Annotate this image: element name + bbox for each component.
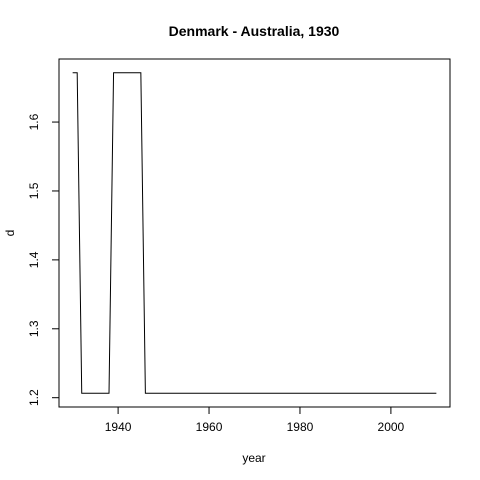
y-tick-label: 1.6	[27, 113, 41, 130]
series-layer	[72, 72, 437, 394]
chart-title: Denmark - Australia, 1930	[169, 23, 340, 39]
x-tick-label: 1980	[287, 420, 314, 434]
y-axis-label: d	[3, 230, 17, 237]
plot-frame	[58, 58, 451, 408]
y-tick-label: 1.2	[27, 389, 41, 406]
x-axis: 1940 1960 1980 2000	[105, 406, 405, 434]
y-axis: 1.2 1.3 1.4 1.5 1.6	[27, 113, 60, 406]
x-axis-label: year	[242, 451, 265, 465]
x-tick-label: 2000	[378, 420, 405, 434]
x-tick-label: 1960	[196, 420, 223, 434]
y-tick-label: 1.3	[27, 320, 41, 337]
series-line	[72, 72, 437, 394]
y-tick-label: 1.5	[27, 182, 41, 199]
y-tick-label: 1.4	[27, 251, 41, 268]
x-tick-label: 1940	[105, 420, 132, 434]
